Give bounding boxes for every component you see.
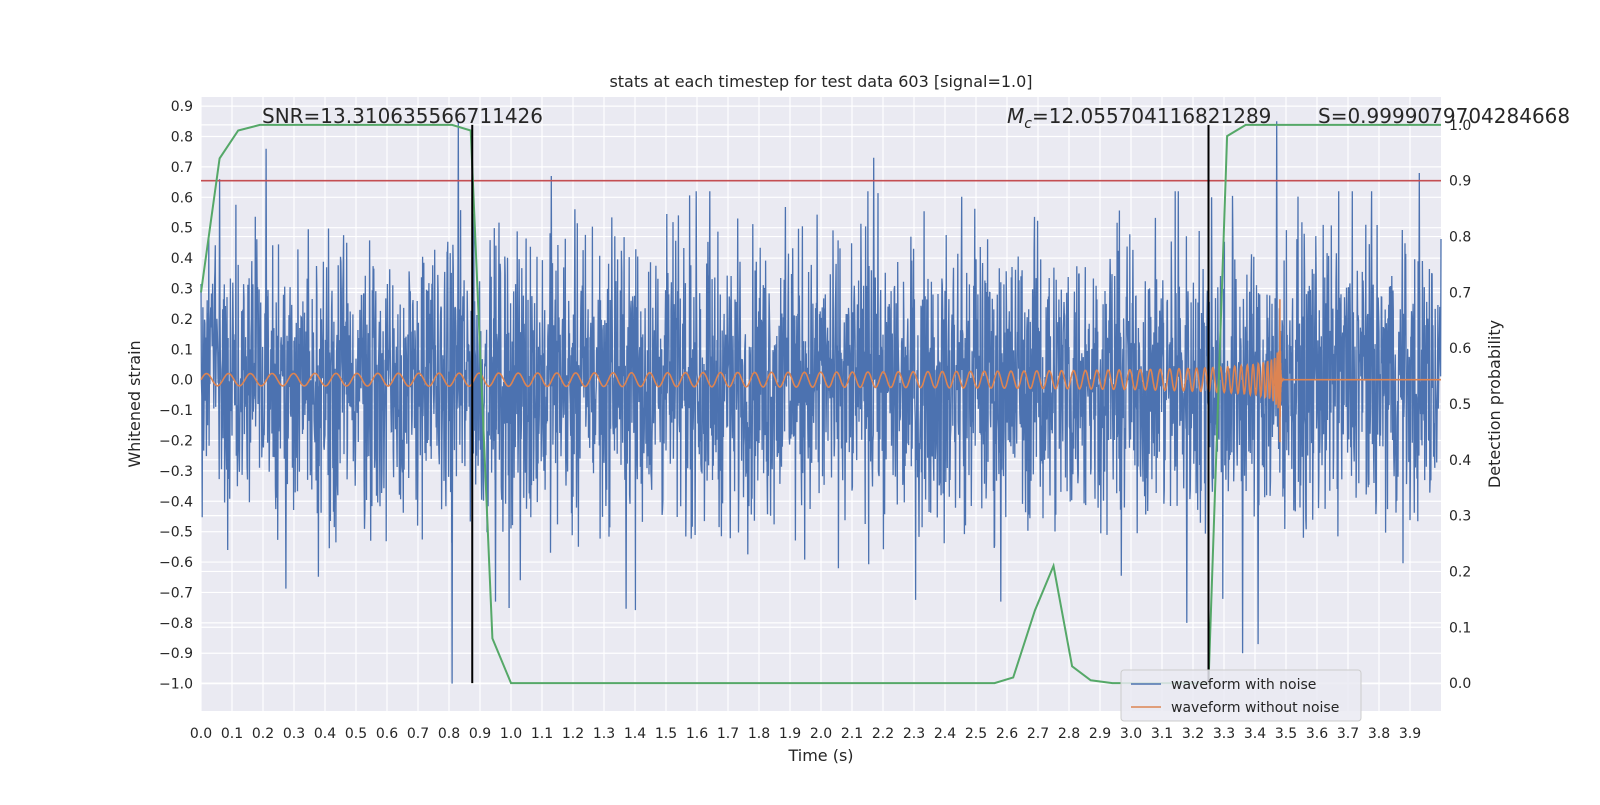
legend-label-noise: waveform with noise bbox=[1171, 677, 1316, 693]
y2-tick-label: 0.5 bbox=[1449, 397, 1471, 413]
x-tick-label: 1.7 bbox=[717, 726, 739, 742]
y2-tick-label: 0.2 bbox=[1449, 564, 1471, 580]
x-tick-label: 2.7 bbox=[1027, 726, 1049, 742]
chirp-mass-value: =12.055704116821289 bbox=[1032, 104, 1271, 128]
axes: 0.0 0.1 0.2 0.3 0.4 0.5 0.6 0.7 0.8 0.9 1.0 1.1 1.2 1… bbox=[159, 99, 1471, 742]
x-tick-label: 0.6 bbox=[376, 726, 398, 742]
x-tick-label: 3.6 bbox=[1306, 726, 1328, 742]
y-tick-label: −0.9 bbox=[159, 646, 193, 662]
x-tick-label: 1.2 bbox=[562, 726, 584, 742]
x-tick-label: 2.4 bbox=[934, 726, 956, 742]
y-tick-label: 0.8 bbox=[171, 130, 193, 146]
series-waveform-with-noise bbox=[200, 121, 1442, 684]
y2-tick-label: 0.8 bbox=[1449, 230, 1471, 246]
y-tick-label: 0.0 bbox=[171, 373, 193, 389]
y-tick-label: −0.6 bbox=[159, 555, 193, 571]
x-tick-label: 3.9 bbox=[1399, 726, 1421, 742]
x-tick-label: 1.3 bbox=[593, 726, 615, 742]
x-tick-label: 1.1 bbox=[531, 726, 553, 742]
x-tick-label: 0.3 bbox=[283, 726, 305, 742]
y-tick-label: −0.8 bbox=[159, 616, 193, 632]
x-axis-label: Time (s) bbox=[787, 746, 853, 765]
legend: waveform with noise waveform without noi… bbox=[1120, 669, 1362, 722]
y-tick-label: 0.5 bbox=[171, 221, 193, 237]
y-tick-label: 0.9 bbox=[171, 99, 193, 115]
x-tick-label: 0.5 bbox=[345, 726, 367, 742]
x-tick-label: 1.4 bbox=[624, 726, 646, 742]
x-tick-label: 2.1 bbox=[841, 726, 863, 742]
y-tick-label: 0.4 bbox=[171, 251, 193, 267]
x-tick-label: 2.0 bbox=[810, 726, 832, 742]
y2-tick-label: 0.6 bbox=[1449, 341, 1471, 357]
y-tick-label: −0.2 bbox=[159, 433, 193, 449]
x-tick-label: 2.6 bbox=[996, 726, 1018, 742]
legend-frame bbox=[1120, 669, 1362, 722]
x-tick-label: 2.3 bbox=[903, 726, 925, 742]
x-tick-label: 3.8 bbox=[1368, 726, 1390, 742]
x-tick-label: 3.3 bbox=[1213, 726, 1235, 742]
y-tick-label: 0.1 bbox=[171, 342, 193, 358]
x-tick-label: 0.0 bbox=[190, 726, 212, 742]
y-tick-label: 0.2 bbox=[171, 312, 193, 328]
x-tick-label: 3.0 bbox=[1120, 726, 1142, 742]
y2-tick-label: 0.1 bbox=[1449, 620, 1471, 636]
y-tick-label: 0.7 bbox=[171, 160, 193, 176]
y-tick-label: −1.0 bbox=[159, 677, 193, 693]
y-tick-label: 0.3 bbox=[171, 281, 193, 297]
y-tick-label: −0.3 bbox=[159, 464, 193, 480]
chirp-mass-symbol: M bbox=[1007, 104, 1024, 128]
y-tick-label: −0.5 bbox=[159, 525, 193, 541]
x-tick-label: 0.9 bbox=[469, 726, 491, 742]
x-tick-label: 1.8 bbox=[748, 726, 770, 742]
x-tick-label: 2.5 bbox=[965, 726, 987, 742]
x-tick-label: 1.6 bbox=[686, 726, 708, 742]
data-layer bbox=[200, 121, 1442, 685]
snr-annotation: SNR=13.310635566711426 bbox=[262, 104, 543, 128]
x-tick-label: 2.2 bbox=[872, 726, 894, 742]
x-tick-label: 0.2 bbox=[252, 726, 274, 742]
x-tick-label: 0.4 bbox=[314, 726, 336, 742]
x-tick-label: 2.8 bbox=[1058, 726, 1080, 742]
y2-tick-label: 0.4 bbox=[1449, 453, 1471, 469]
x-tick-label: 2.9 bbox=[1089, 726, 1111, 742]
x-tick-label: 3.7 bbox=[1337, 726, 1359, 742]
y2-tick-label: 0.9 bbox=[1449, 174, 1471, 190]
x-tick-label: 3.2 bbox=[1182, 726, 1204, 742]
chirp-mass-subscript: c bbox=[1024, 116, 1032, 132]
y-tick-label: −0.7 bbox=[159, 585, 193, 601]
legend-label-clean: waveform without noise bbox=[1171, 700, 1339, 716]
y2-axis-label: Detection probability bbox=[1485, 320, 1504, 488]
x-tick-label: 3.4 bbox=[1244, 726, 1266, 742]
score-annotation: S=0.9999079704284668 bbox=[1318, 104, 1570, 128]
x-tick-label: 1.0 bbox=[500, 726, 522, 742]
y-tick-label: 0.6 bbox=[171, 190, 193, 206]
y2-tick-label: 0.7 bbox=[1449, 285, 1471, 301]
y2-tick-label: 0.3 bbox=[1449, 509, 1471, 525]
y2-tick-label: 0.0 bbox=[1449, 676, 1471, 692]
x-tick-label: 0.1 bbox=[221, 726, 243, 742]
y-tick-label: −0.1 bbox=[159, 403, 193, 419]
chart-title: stats at each timestep for test data 603… bbox=[609, 72, 1032, 91]
series-detection-probability bbox=[200, 123, 1441, 685]
x-tick-label: 1.5 bbox=[655, 726, 677, 742]
x-tick-label: 0.8 bbox=[438, 726, 460, 742]
y-axis-label: Whitened strain bbox=[125, 340, 144, 467]
y-tick-label: −0.4 bbox=[159, 494, 193, 510]
chirp-mass-annotation: Mc=12.055704116821289 bbox=[1007, 104, 1271, 132]
x-tick-label: 1.9 bbox=[779, 726, 801, 742]
x-tick-label: 3.5 bbox=[1275, 726, 1297, 742]
series-waveform-without-noise bbox=[200, 299, 1442, 443]
x-tick-label: 0.7 bbox=[407, 726, 429, 742]
y2-tick-label: 1.0 bbox=[1449, 118, 1471, 134]
x-tick-label: 3.1 bbox=[1151, 726, 1173, 742]
